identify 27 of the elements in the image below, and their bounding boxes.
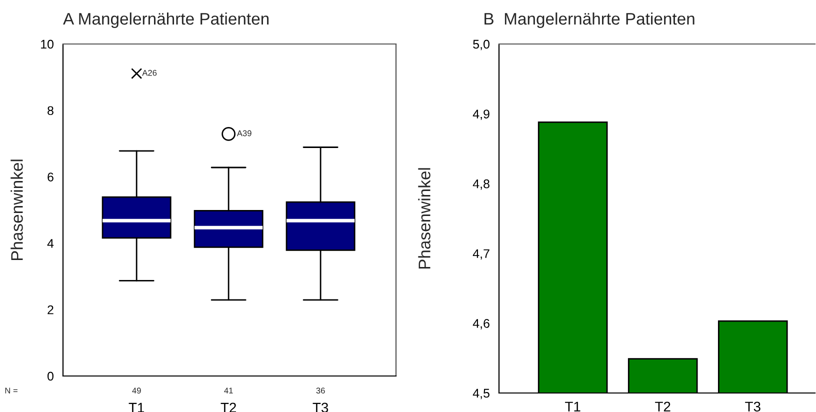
- text: N =: [5, 388, 18, 394]
- y-axis-title: Phasenwinkel: [10, 160, 23, 260]
- x-tick-label: T2: [220, 402, 236, 412]
- text: 36: [316, 388, 325, 394]
- chart-title: A Mangelernährte Patienten: [63, 12, 269, 28]
- x-tick-label: T1: [565, 402, 580, 412]
- y-tick-label: 0: [48, 372, 54, 381]
- x-tick-label: T2: [655, 402, 670, 412]
- y-tick-label: 2: [48, 305, 54, 314]
- chart-title: B Mangelernährte Patienten: [484, 12, 694, 28]
- x-tick-label: T3: [745, 402, 760, 412]
- y-tick-label: 4,8: [472, 179, 490, 190]
- annotation: A39: [236, 130, 252, 136]
- text: 41: [224, 388, 233, 394]
- y-tick-label: 4,9: [472, 110, 490, 120]
- y-tick-label: 8: [48, 106, 54, 116]
- y-tick-label: 4: [47, 239, 54, 248]
- y-tick-label: 4,6: [472, 319, 490, 330]
- y-tick-label: 10: [41, 40, 54, 49]
- y-axis-title: Phasenwinkel: [418, 168, 430, 269]
- y-tick-label: 5,0: [473, 40, 490, 50]
- annotation: A26: [142, 70, 157, 76]
- text: 49: [132, 388, 141, 394]
- y-tick-label: 4,7: [472, 249, 490, 260]
- x-tick-label: T1: [128, 402, 144, 412]
- y-tick-label: 4,5: [472, 388, 490, 400]
- y-tick-label: 6: [48, 172, 54, 182]
